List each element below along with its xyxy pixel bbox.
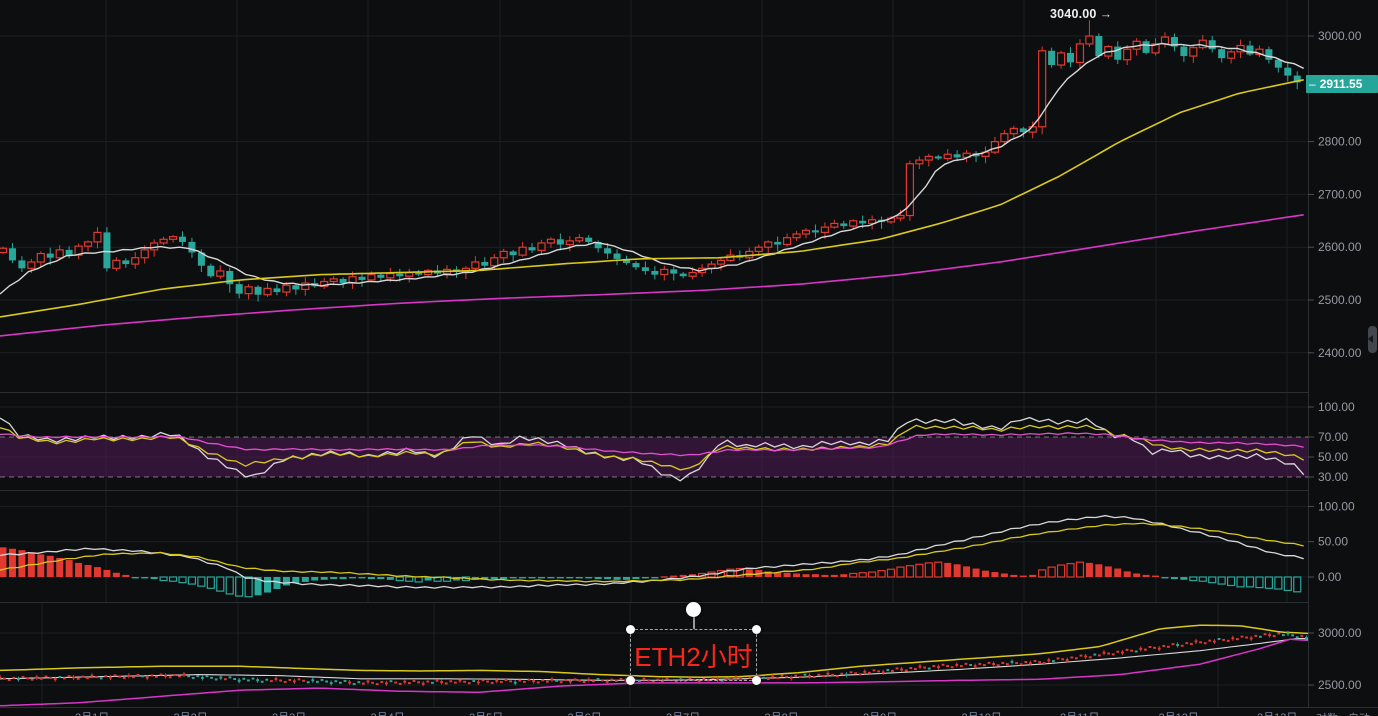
selection-rotate-handle[interactable] bbox=[686, 602, 701, 617]
last-price-label: – 2911.55 bbox=[1306, 75, 1378, 93]
selection-handle-bottom-right[interactable] bbox=[752, 676, 761, 685]
axis-tick-label: 0.00 bbox=[1318, 570, 1342, 584]
selection-rotate-stem bbox=[693, 615, 695, 629]
mini-upper-yellow bbox=[0, 624, 1308, 678]
high-price-annotation: 3040.00 → bbox=[1050, 7, 1112, 21]
axis-tick-label: 30.00 bbox=[1318, 470, 1348, 484]
price-axis[interactable] bbox=[1308, 0, 1378, 707]
rsi-indicator bbox=[0, 416, 1308, 482]
axis-tick-label: 3000.00 bbox=[1318, 29, 1362, 43]
mini-lower-magenta bbox=[0, 638, 1308, 707]
time-axis-label: 2月11日 bbox=[1060, 709, 1100, 716]
macd-dea-yellow bbox=[0, 522, 1304, 583]
rsi-panel[interactable] bbox=[0, 392, 1308, 490]
time-axis-label: 2月3日 bbox=[272, 709, 306, 716]
mini-overview-chart bbox=[0, 624, 1308, 707]
price-moving-averages bbox=[0, 42, 1305, 337]
ma-slow-magenta bbox=[0, 214, 1304, 337]
rsi-fast-white bbox=[0, 416, 1305, 482]
time-axis-label: 2月1日 bbox=[75, 709, 109, 716]
price-line-dash: – bbox=[1309, 77, 1316, 91]
axis-tick-label: 2700.00 bbox=[1318, 187, 1362, 201]
time-axis-label: 2月8日 bbox=[765, 709, 799, 716]
macd-indicator bbox=[0, 514, 1304, 598]
candlestick-series bbox=[0, 20, 1301, 302]
axis-tick-label: 50.00 bbox=[1318, 450, 1348, 464]
time-axis-label: 2月13日 bbox=[1257, 709, 1297, 716]
axis-tick-label: 2800.00 bbox=[1318, 135, 1362, 149]
scrollbar-thumb[interactable] bbox=[1368, 326, 1377, 353]
main-price-panel[interactable] bbox=[0, 0, 1308, 392]
high-price-text: 3040.00 bbox=[1050, 7, 1097, 21]
axis-tick-label: 100.00 bbox=[1318, 400, 1355, 414]
axis-tick-label: 2600.00 bbox=[1318, 240, 1362, 254]
macd-panel[interactable] bbox=[0, 490, 1308, 602]
time-axis-label: 2月6日 bbox=[568, 709, 602, 716]
time-axis-label: 2月9日 bbox=[863, 709, 897, 716]
time-axis[interactable]: 2月1日 2月2日 2月3日 2月4日 2月5日 2月6日 2月7日 2月8日 2月9日 2月10… bbox=[0, 709, 1378, 716]
axis-tick-label: 2400.00 bbox=[1318, 346, 1362, 360]
auto-scale-button[interactable]: 自动 bbox=[1348, 710, 1370, 716]
time-axis-label: 2月12日 bbox=[1159, 709, 1199, 716]
rsi-mid-yellow bbox=[0, 424, 1305, 471]
ma-mid-yellow bbox=[0, 79, 1304, 318]
axis-tick-label: 70.00 bbox=[1318, 430, 1348, 444]
rsi-slow-magenta bbox=[0, 432, 1304, 457]
selection-handle-top-right[interactable] bbox=[752, 625, 761, 634]
time-axis-label: 2月7日 bbox=[666, 709, 700, 716]
time-axis-label: 2月2日 bbox=[174, 709, 208, 716]
axis-tick-label: 2500.00 bbox=[1318, 678, 1362, 692]
time-axis-label: 2月4日 bbox=[371, 709, 405, 716]
log-scale-button[interactable]: 对数 bbox=[1316, 710, 1338, 716]
last-price-value: 2911.55 bbox=[1319, 77, 1363, 91]
right-arrow-icon: → bbox=[1099, 7, 1113, 21]
axis-tick-label: 50.00 bbox=[1318, 535, 1348, 549]
time-axis-label: 2月10日 bbox=[962, 709, 1002, 716]
axis-tick-label: 100.00 bbox=[1318, 499, 1355, 513]
axis-tick-label: 3000.00 bbox=[1318, 626, 1362, 640]
time-axis-label: 2月5日 bbox=[469, 709, 503, 716]
drawing-text-label[interactable]: ETH2小时 bbox=[634, 641, 753, 672]
selection-handle-bottom-left[interactable] bbox=[626, 676, 635, 685]
selection-handle-top-left[interactable] bbox=[626, 625, 635, 634]
axis-tick-label: 2500.00 bbox=[1318, 293, 1362, 307]
axis-buttons: 对数 自动 bbox=[1316, 710, 1378, 716]
drawing-selection-box[interactable]: ETH2小时 bbox=[630, 629, 757, 681]
price-axis-labels: 3000.00 2800.00 2700.00 2600.00 2500.00 2400.… bbox=[1308, 29, 1362, 692]
